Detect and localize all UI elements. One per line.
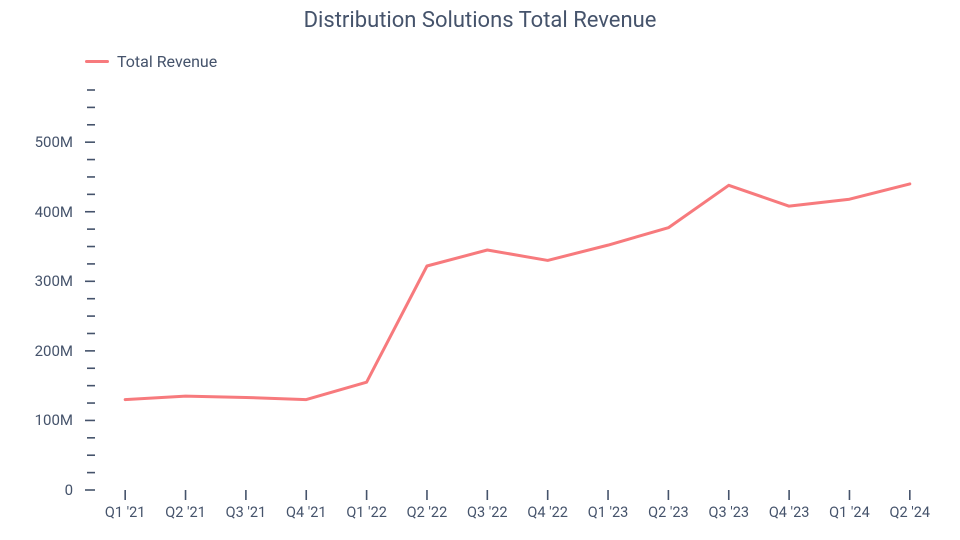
x-axis-label: Q1 '24 (829, 490, 870, 521)
x-axis-label: Q3 '21 (226, 490, 267, 521)
x-axis-label: Q2 '24 (890, 490, 931, 521)
series-line-total-revenue (95, 90, 940, 490)
chart-legend: Total Revenue (85, 52, 217, 71)
x-axis-label: Q3 '22 (467, 490, 508, 521)
y-axis-label: 0 (65, 481, 95, 499)
x-axis-label: Q1 '22 (346, 490, 387, 521)
y-axis-label: 200M (35, 342, 95, 360)
x-axis-label: Q4 '23 (769, 490, 810, 521)
x-axis-label: Q1 '23 (588, 490, 629, 521)
x-axis-label: Q3 '23 (708, 490, 749, 521)
plot-area: 0100M200M300M400M500M Q1 '21Q2 '21Q3 '21… (95, 90, 940, 490)
y-axis-label: 300M (35, 272, 95, 290)
y-axis-label: 100M (35, 411, 95, 429)
revenue-line-chart: Distribution Solutions Total Revenue Tot… (0, 0, 960, 540)
x-axis-label: Q2 '23 (648, 490, 689, 521)
x-axis-label: Q4 '21 (286, 490, 327, 521)
chart-title: Distribution Solutions Total Revenue (0, 8, 960, 33)
legend-swatch-total-revenue (85, 60, 109, 63)
legend-label-total-revenue: Total Revenue (117, 52, 217, 71)
x-axis-label: Q2 '22 (407, 490, 448, 521)
x-axis-label: Q1 '21 (105, 490, 146, 521)
x-axis-label: Q2 '21 (165, 490, 206, 521)
x-axis-label: Q4 '22 (527, 490, 568, 521)
y-axis-label: 400M (35, 203, 95, 221)
y-axis-label: 500M (35, 133, 95, 151)
